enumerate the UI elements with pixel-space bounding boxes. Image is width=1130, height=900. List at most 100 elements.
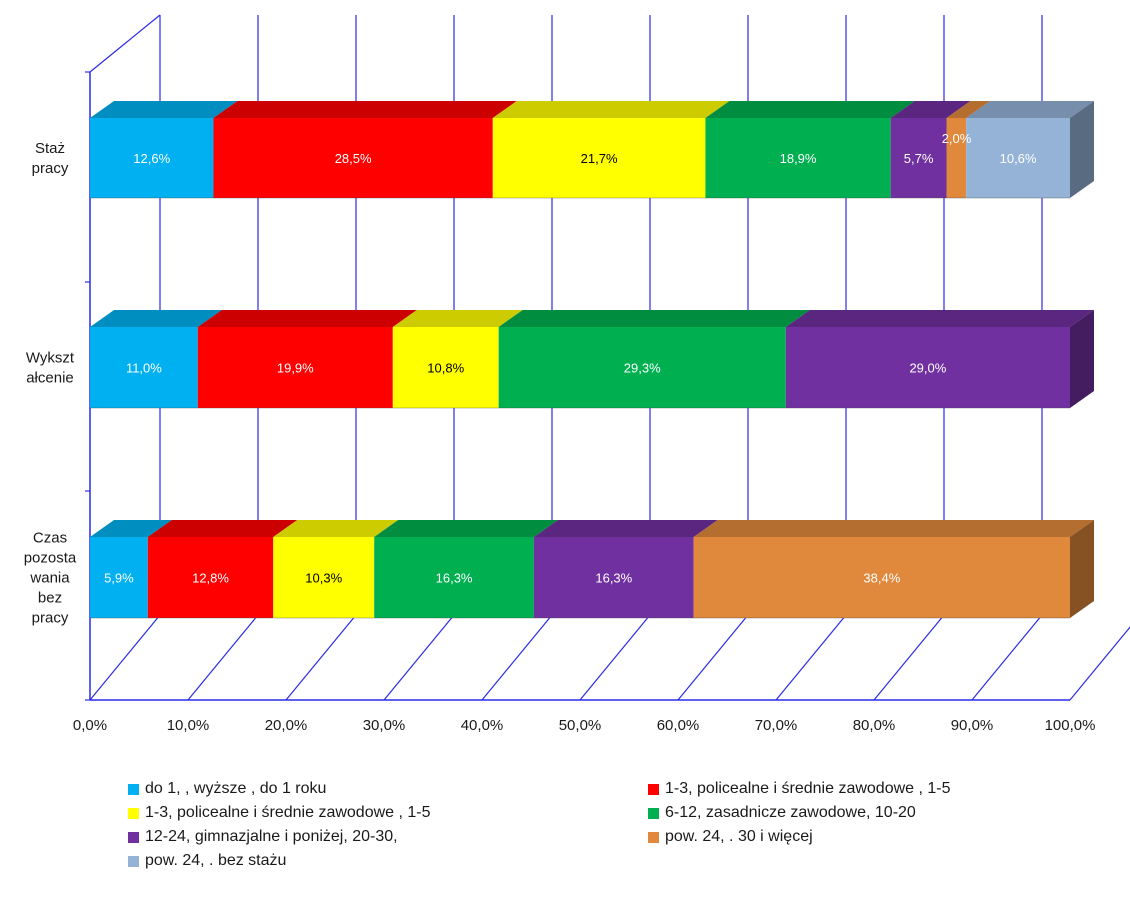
data-label: 10,8% [427, 361, 464, 376]
bar-top [273, 520, 399, 537]
bar-top [147, 520, 298, 537]
legend-swatch [128, 855, 139, 867]
category-label: Wykszt ałcenie [26, 350, 75, 387]
legend-swatch [648, 807, 659, 819]
legend-item: 12-24, gimnazjalne i poniżej, 20-30, [128, 828, 398, 846]
bar-top [374, 520, 558, 537]
legend-label: do 1, , wyższe , do 1 roku [145, 780, 327, 797]
data-label: 12,6% [133, 151, 170, 166]
data-label: 5,7% [904, 151, 934, 166]
data-label: 16,3% [436, 571, 473, 586]
legend-swatch [128, 783, 139, 795]
legend-label: 1-3, policealne i średnie zawodowe , 1-5 [145, 804, 431, 821]
bar-segment [374, 537, 534, 618]
bar-top [90, 520, 172, 537]
bar-top [705, 101, 915, 118]
x-tick-label: 40,0% [461, 717, 504, 734]
legend-label: pow. 24, . bez stażu [145, 852, 287, 869]
x-tick-label: 0,0% [73, 717, 107, 734]
legend-item: 1-3, policealne i średnie zawodowe , 1-5 [128, 804, 431, 822]
data-label: 28,5% [335, 151, 372, 166]
data-label: 5,9% [104, 571, 134, 586]
bar-top [693, 520, 1094, 537]
bar-segment [213, 118, 493, 198]
floor-gridline [1069, 626, 1130, 701]
legend-label: 12-24, gimnazjalne i poniżej, 20-30, [145, 828, 398, 845]
x-tick-label: 100,0% [1045, 717, 1096, 734]
bar-segment [693, 537, 1070, 618]
bar-segment [273, 537, 375, 618]
bar-segment [197, 327, 393, 408]
bar-top [90, 101, 238, 118]
bar-top [197, 310, 417, 327]
bar-segment [966, 118, 1070, 198]
legend-swatch [648, 783, 659, 795]
legend-item: 6-12, zasadnicze zawodowe, 10-20 [648, 804, 916, 822]
x-tick-label: 50,0% [559, 717, 602, 734]
bar-segment [392, 327, 499, 408]
stacked-bar-chart: 0,0% 10,0% 20,0% 30,0% 40,0% 50,0% 60,0% 70,0% 8… [24, 14, 1130, 734]
floor-gridline [481, 614, 553, 701]
bar-segment [705, 118, 891, 198]
bar-segment [147, 537, 274, 618]
x-tick-label: 70,0% [755, 717, 798, 734]
data-label: 16,3% [595, 571, 632, 586]
legend-item: 1-3, policealne i średnie zawodowe , 1-5 [648, 780, 951, 798]
data-label: 29,3% [624, 361, 661, 376]
side-wall-top [89, 14, 161, 73]
data-label: 10,3% [305, 571, 342, 586]
data-label: 19,9% [277, 361, 314, 376]
x-tick-label: 90,0% [951, 717, 994, 734]
floor-gridline [971, 614, 1043, 701]
legend-item: pow. 24, . bez stażu [128, 852, 286, 870]
data-label: 38,4% [863, 571, 900, 586]
bar-top [785, 310, 1094, 327]
chart-bars [90, 101, 1094, 619]
legend-swatch [128, 807, 139, 819]
x-tick-label: 60,0% [657, 717, 700, 734]
bar-segment [785, 327, 1070, 408]
floor-gridline [383, 614, 455, 701]
x-tick-label: 80,0% [853, 717, 896, 734]
bar-top [966, 101, 1094, 118]
bar-top [90, 310, 222, 327]
data-label: 21,7% [581, 151, 618, 166]
bar-segment [946, 118, 967, 198]
x-tick-label: 20,0% [265, 717, 308, 734]
legend-item: pow. 24, . 30 i więcej [648, 828, 813, 846]
bar-side [1070, 310, 1094, 408]
legend-swatch [128, 831, 139, 843]
bar-segment [90, 327, 198, 408]
x-tick-label: 10,0% [167, 717, 210, 734]
x-tick-label: 30,0% [363, 717, 406, 734]
legend-label: pow. 24, . 30 i więcej [665, 828, 813, 845]
bar-top [492, 101, 730, 118]
bar-top [213, 101, 517, 118]
legend-swatch [648, 831, 659, 843]
floor-gridline [187, 614, 259, 701]
data-label: 29,0% [909, 361, 946, 376]
data-label: 12,8% [192, 571, 229, 586]
bar-top [946, 101, 991, 118]
bar-segment [498, 327, 786, 408]
bar-segment [90, 118, 214, 198]
bar-top [533, 520, 718, 537]
bar-top [890, 101, 971, 118]
legend-label: 1-3, policealne i średnie zawodowe , 1-5 [665, 780, 951, 797]
floor-gridline [579, 614, 651, 701]
legend-item: do 1, , wyższe , do 1 roku [128, 780, 326, 798]
bar-top [498, 310, 810, 327]
legend-label: 6-12, zasadnicze zawodowe, 10-20 [665, 804, 916, 821]
bar-segment [533, 537, 694, 618]
category-label: Czas pozosta wania bez pracy [24, 530, 77, 627]
chart-labels: 0,0% 10,0% 20,0% 30,0% 40,0% 50,0% 60,0% 70,0% 8… [24, 131, 1096, 734]
bar-top [392, 310, 523, 327]
category-label: Staż pracy [32, 140, 69, 177]
bar-side [1070, 101, 1094, 198]
floor-gridline [285, 614, 357, 701]
bar-side [1070, 520, 1094, 618]
data-label: 18,9% [780, 151, 817, 166]
data-label: 11,0% [126, 361, 162, 376]
floor-gridline [873, 614, 945, 701]
floor-gridline [89, 614, 161, 701]
